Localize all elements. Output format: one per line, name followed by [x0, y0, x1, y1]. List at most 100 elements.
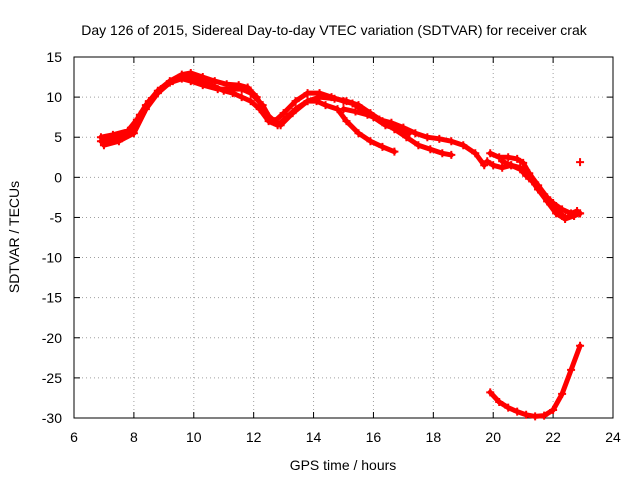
- data-point: [435, 134, 444, 143]
- data-point: [246, 97, 255, 106]
- y-tick-label: -20: [42, 330, 62, 346]
- x-tick-label: 22: [545, 429, 561, 445]
- series-outlier: [576, 158, 585, 167]
- data-point: [354, 129, 363, 138]
- y-tick-label: -30: [42, 410, 62, 426]
- data-point: [375, 115, 384, 124]
- y-tick-label: 15: [46, 49, 62, 65]
- data-point: [504, 153, 513, 162]
- data-point: [513, 154, 522, 163]
- ticks: 6 8 10 12 14 16 18 20 22 24 -30 -25 -20 -15 -10 -5 0 5 10 1…: [42, 49, 621, 445]
- data-point: [267, 117, 276, 126]
- data-point: [486, 149, 495, 158]
- y-tick-label: 10: [46, 89, 62, 105]
- data-point: [423, 133, 432, 142]
- data-point: [339, 105, 348, 114]
- x-axis-label: GPS time / hours: [290, 457, 397, 473]
- x-tick-label: 20: [485, 429, 501, 445]
- data-point: [177, 74, 186, 83]
- data-point: [471, 149, 480, 158]
- data-point: [534, 185, 543, 194]
- data-point: [288, 109, 297, 118]
- data-point: [213, 85, 222, 94]
- data-point: [303, 97, 312, 106]
- data-point: [495, 397, 504, 406]
- data-point: [483, 157, 492, 166]
- data-point: [480, 161, 489, 170]
- x-tick-label: 8: [130, 429, 138, 445]
- series-track-4: [339, 105, 489, 170]
- data-point: [378, 142, 387, 151]
- series-trace: [487, 343, 583, 419]
- data-point: [522, 410, 531, 419]
- data-point: [390, 147, 399, 156]
- data-point: [354, 101, 363, 110]
- data-point: [291, 97, 300, 106]
- data-point: [552, 209, 561, 218]
- data-point: [363, 110, 372, 119]
- data-point: [315, 93, 324, 102]
- data-point: [489, 161, 498, 170]
- data-point: [387, 118, 396, 127]
- x-tick-label: 24: [605, 429, 621, 445]
- data-point: [561, 215, 570, 224]
- series-trace: [499, 158, 580, 216]
- y-tick-label: -10: [42, 250, 62, 266]
- data-points: [96, 69, 585, 421]
- data-point: [558, 389, 567, 398]
- data-point: [342, 117, 351, 126]
- data-point: [225, 85, 234, 94]
- data-point: [516, 165, 525, 174]
- data-point: [123, 126, 132, 135]
- data-point: [576, 341, 585, 350]
- data-point: [495, 153, 504, 162]
- data-point: [351, 107, 360, 116]
- data-point: [540, 411, 549, 420]
- x-tick-label: 18: [426, 429, 442, 445]
- series-trace: [101, 76, 454, 158]
- data-point: [366, 137, 375, 146]
- data-point: [279, 109, 288, 118]
- data-point: [276, 121, 285, 130]
- data-point: [522, 171, 531, 180]
- data-point: [303, 89, 312, 98]
- data-point: [186, 77, 195, 86]
- data-point: [513, 407, 522, 416]
- data-point: [165, 78, 174, 87]
- data-point: [153, 89, 162, 98]
- data-point: [414, 141, 423, 150]
- data-point: [504, 403, 513, 412]
- data-point: [576, 158, 585, 167]
- data-point: [567, 365, 576, 374]
- data-point: [342, 97, 351, 106]
- data-point: [186, 69, 195, 78]
- x-tick-label: 14: [306, 429, 322, 445]
- data-point: [573, 207, 582, 216]
- data-point: [402, 133, 411, 142]
- y-tick-label: -15: [42, 290, 62, 306]
- data-point: [447, 150, 456, 159]
- data-point: [498, 157, 507, 166]
- data-point: [198, 81, 207, 90]
- y-tick-label: 5: [54, 129, 62, 145]
- data-point: [447, 137, 456, 146]
- data-point: [411, 129, 420, 138]
- data-point: [558, 205, 567, 214]
- data-point: [459, 141, 468, 150]
- plot-frame: [73, 56, 614, 419]
- data-point: [486, 388, 495, 397]
- x-tick-label: 6: [70, 429, 78, 445]
- data-point: [210, 77, 219, 86]
- data-point: [531, 412, 540, 421]
- y-tick-label: -5: [50, 209, 63, 225]
- data-point: [96, 133, 105, 142]
- data-point: [567, 209, 576, 218]
- data-point: [198, 73, 207, 82]
- data-point: [258, 101, 267, 110]
- data-point: [141, 105, 150, 114]
- y-tick-label: 0: [54, 169, 62, 185]
- series-track-7: [498, 157, 582, 218]
- data-point: [543, 193, 552, 202]
- data-point: [114, 137, 123, 146]
